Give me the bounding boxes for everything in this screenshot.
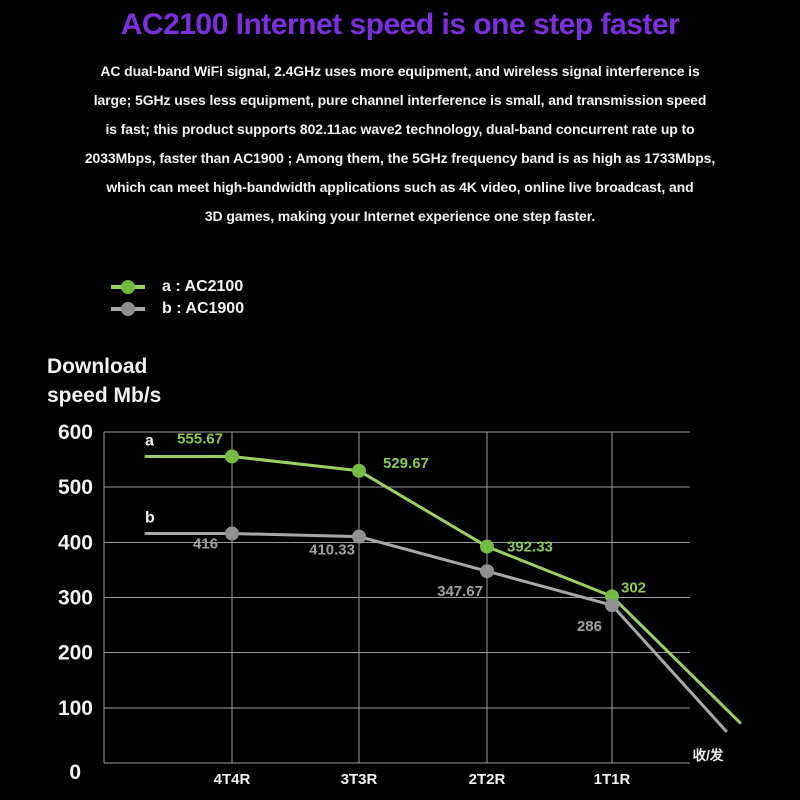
svg-text:4T4R: 4T4R [214, 771, 251, 788]
legend-item-ac1900: b : AC1900 [110, 298, 244, 320]
description-line: large; 5GHz uses less equipment, pure ch… [93, 92, 707, 108]
description-line: is fast; this product supports 802.11ac … [105, 121, 695, 137]
series-b-point-label: 416 [193, 536, 218, 553]
series-a: a 555.67 529.67 392.33 302 [144, 430, 742, 725]
series-a-point-label: 555.67 [177, 430, 223, 447]
description-line: which can meet high-bandwidth applicatio… [106, 179, 694, 195]
series-a-point-marker [352, 463, 366, 478]
svg-text:3T3R: 3T3R [341, 771, 378, 788]
chart-grid [103, 431, 690, 764]
series-a-point-label: 529.67 [383, 455, 429, 472]
chart-legend: a : AC2100 b : AC1900 [110, 276, 244, 320]
legend-label-ac1900: b : AC1900 [162, 300, 245, 317]
svg-text:200: 200 [58, 642, 93, 665]
series-a-letter-label: a [145, 432, 154, 449]
series-b-point-label: 410.33 [309, 542, 355, 559]
series-b-point-marker [605, 598, 619, 613]
svg-text:400: 400 [58, 531, 93, 554]
svg-text:100: 100 [58, 697, 93, 720]
y-axis-title-line: Download [47, 355, 148, 378]
series-a-point-marker [480, 539, 494, 554]
series-b-line-marker-icon [111, 302, 145, 316]
svg-text:500: 500 [58, 476, 93, 499]
series-a-line-marker-icon [111, 280, 145, 294]
svg-text:2T2R: 2T2R [469, 771, 506, 788]
series-a-line [144, 454, 742, 725]
y-axis-title-line: speed Mb/s [47, 384, 162, 407]
series-b-letter-label: b [145, 510, 155, 527]
series-b-point-marker [480, 564, 494, 579]
description-line: 3D games, making your Internet experienc… [204, 208, 596, 224]
series-b-point-label: 347.67 [437, 583, 483, 600]
y-axis-tick-labels: 0 100 200 300 400 500 600 [58, 421, 93, 784]
legend-item-ac2100: a : AC2100 [110, 276, 244, 298]
description: AC dual-band WiFi signal, 2.4GHz uses mo… [0, 57, 800, 231]
description-line: 2033Mbps, faster than AC1900 ; Among the… [84, 150, 716, 166]
series-b-point-marker [352, 529, 366, 544]
series-b-point-marker [225, 526, 239, 541]
series-b-line [144, 532, 728, 733]
series-a-point-label: 302 [621, 579, 646, 596]
page-title: AC2100 Internet speed is one step faster [120, 8, 680, 41]
y-axis-title: Download speed Mb/s [47, 352, 161, 410]
series-b-point-label: 286 [577, 618, 602, 635]
svg-text:600: 600 [58, 421, 93, 444]
svg-text:1T1R: 1T1R [594, 771, 631, 788]
x-axis-unit-label: 收/发 [693, 747, 724, 763]
series-a-point-marker [225, 449, 239, 464]
legend-label-ac2100: a : AC2100 [162, 278, 244, 295]
series-b: b 416 410.33 347.67 286 [144, 510, 728, 733]
description-line: AC dual-band WiFi signal, 2.4GHz uses mo… [100, 63, 700, 79]
series-a-point-label: 392.33 [507, 539, 553, 556]
svg-text:0: 0 [69, 761, 81, 784]
x-axis-tick-labels: 4T4R 3T3R 2T2R 1T1R [214, 771, 631, 788]
svg-text:300: 300 [58, 587, 93, 610]
